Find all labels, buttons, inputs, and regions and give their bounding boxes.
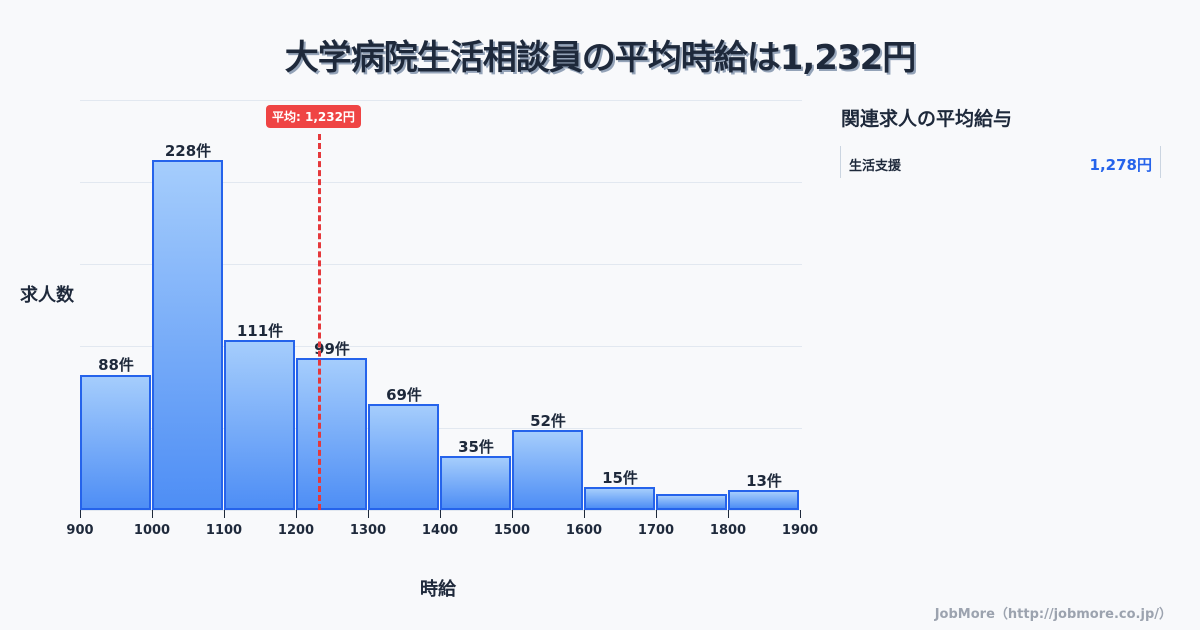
bar-value-label: 99件 [314,340,350,358]
x-tick-label: 1500 [493,523,531,538]
x-tick-label: 900 [66,523,94,538]
x-tick [800,510,801,518]
x-tick-label: 1300 [349,523,387,538]
gridline [80,346,802,347]
x-tick-label: 1200 [277,523,315,538]
bar-value-label: 228件 [164,142,212,160]
x-tick [224,510,225,518]
gridline [80,428,802,429]
histogram-bar [584,487,655,510]
related-salary-title: 関連求人の平均給与 [841,108,1013,130]
x-tick [584,510,585,518]
mean-line [318,134,321,510]
x-tick-label: 1000 [133,523,171,538]
gridline [80,264,802,265]
x-axis-label: 時給 [420,579,456,600]
histogram-bar [80,375,151,510]
histogram-bar [296,358,367,510]
x-tick [368,510,369,518]
footer-credit: JobMore（http://jobmore.co.jp/） [934,607,1172,622]
histogram-bar [728,490,799,510]
x-tick-label: 1800 [709,523,747,538]
x-tick [656,510,657,518]
y-axis-label: 求人数 [20,285,74,306]
gridline [80,100,802,101]
histogram-bar [656,494,727,510]
x-tick-label: 1600 [565,523,603,538]
bar-value-label: 88件 [98,356,134,374]
histogram-bar [224,340,295,510]
histogram-bar [152,160,223,510]
related-job-salary: 1,278円 [1089,156,1152,174]
histogram-bar [368,404,439,510]
x-tick-label: 1100 [205,523,243,538]
x-tick [152,510,153,518]
related-job-name: 生活支援 [849,159,902,174]
related-salary-item: 生活支援 1,278円 [840,146,1161,178]
bar-value-label: 69件 [386,386,422,404]
x-tick-label: 1400 [421,523,459,538]
histogram-plot: 88件 228件 111件 99件 69件 35件 52件 15件 13件 [80,100,802,510]
x-tick [80,510,81,518]
histogram-bar [440,456,511,510]
histogram-bar [512,430,583,510]
page-title: 大学病院生活相談員の平均時給は1,232円 [284,38,917,78]
bar-value-label: 15件 [602,469,638,487]
x-tick [512,510,513,518]
mean-badge: 平均: 1,232円 [266,105,361,128]
gridline [80,182,802,183]
bar-value-label: 35件 [458,438,494,456]
x-tick [728,510,729,518]
x-tick-label: 1900 [781,523,819,538]
x-tick [296,510,297,518]
bar-value-label: 111件 [236,322,284,340]
bar-value-label: 52件 [530,412,566,430]
bar-value-label: 13件 [746,472,782,490]
x-tick [440,510,441,518]
x-tick-label: 1700 [637,523,675,538]
